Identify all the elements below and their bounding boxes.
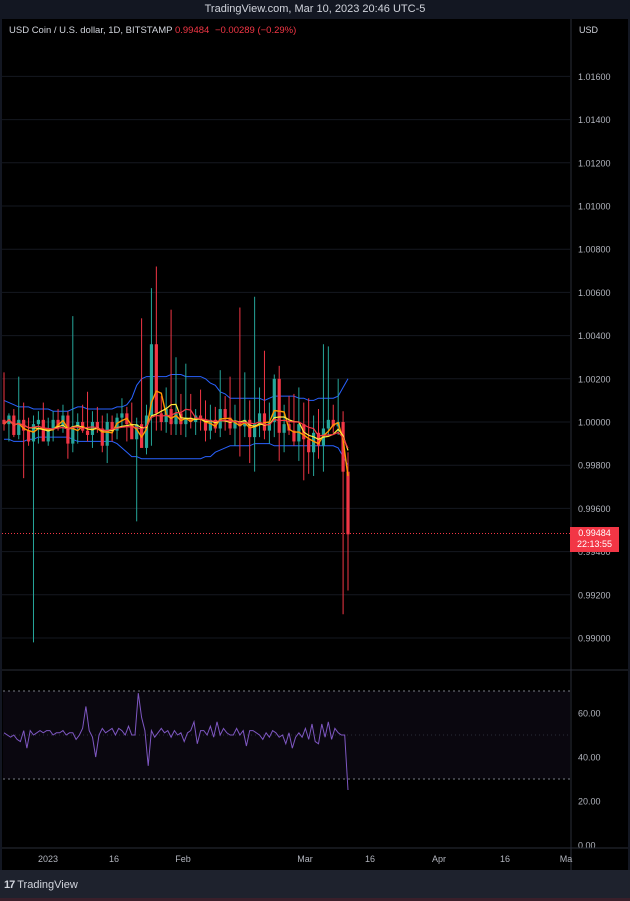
candle-body [203, 419, 208, 431]
candle-body [105, 422, 109, 446]
symbol-label: USD Coin / U.S. dollar, 1D, BITSTAMP [9, 25, 173, 36]
last-price-label: 0.99484 [174, 25, 210, 36]
moving-average-fast [3, 390, 349, 477]
bar-countdown: 22:13:55 [576, 539, 613, 549]
price-tick-label: 1.00600 [578, 288, 611, 298]
price-tick-label: 0.99000 [578, 634, 611, 644]
time-tick-label: 16 [109, 854, 119, 864]
price-tick-label: 1.00200 [578, 374, 611, 384]
candle-body [341, 422, 345, 472]
candle-body [169, 409, 173, 425]
bottom-strip [0, 898, 630, 901]
candle-body [76, 422, 80, 427]
time-tick-label: Ma [560, 854, 573, 864]
candle-body [144, 415, 149, 448]
candle-body [208, 419, 212, 431]
candle-body [95, 422, 99, 429]
candle-body [346, 471, 350, 535]
candle-body [17, 419, 21, 435]
time-tick-label: Apr [432, 854, 446, 864]
candle-body [277, 378, 281, 433]
rsi-tick-label: 40.00 [578, 753, 601, 763]
candle-body [154, 344, 158, 414]
candle-body [179, 413, 183, 425]
symbol-legend: USD Coin / U.S. dollar, 1D, BITSTAMP 0.9… [9, 25, 296, 36]
candle-body [110, 422, 114, 431]
candle-body [90, 422, 95, 435]
price-tick-label: 0.99600 [578, 504, 611, 514]
candle-body [272, 378, 276, 422]
candle-body [36, 419, 40, 425]
current-price-value: 0.99484 [578, 528, 611, 538]
tradingview-brand: TradingView [17, 879, 78, 891]
candle-body [41, 419, 45, 442]
price-tick-label: 1.01400 [578, 115, 611, 125]
candle-body [85, 430, 90, 435]
price-change-label: −0.00289 (−0.29%) [214, 25, 297, 36]
candle-body [46, 428, 50, 442]
time-tick-label: Mar [297, 854, 313, 864]
rsi-tick-label: 0.00 [578, 841, 596, 851]
moving-average-long [3, 408, 349, 449]
price-tick-label: 1.00400 [578, 331, 611, 341]
candle-body [120, 413, 124, 418]
candle-body [198, 415, 203, 420]
candle-body [312, 432, 316, 453]
currency-label: USD [579, 25, 599, 35]
candle-body [130, 424, 134, 440]
candle-body [184, 417, 188, 425]
candle-body [159, 413, 163, 422]
candle-body [189, 417, 193, 422]
candle-body [100, 428, 104, 446]
candle-body [253, 424, 257, 438]
time-tick-label: Feb [175, 854, 191, 864]
candle-body [51, 419, 55, 429]
price-tick-label: 1.00800 [578, 245, 611, 255]
price-tick-label: 1.01200 [578, 158, 611, 168]
time-tick-label: 16 [365, 854, 375, 864]
price-tick-label: 0.99200 [578, 590, 611, 600]
current-price-badge: 0.99484 22:13:55 [570, 527, 619, 552]
price-tick-label: 1.01600 [578, 72, 611, 82]
time-tick-label: 16 [500, 854, 510, 864]
candle-body [26, 430, 31, 442]
candle-body [56, 419, 60, 427]
candle-body [238, 422, 242, 427]
candle-body [326, 419, 330, 429]
candle-body [282, 424, 286, 433]
tradingview-logo[interactable]: 17 TradingView [4, 879, 78, 891]
candle-body [174, 413, 178, 425]
chart-header-title: TradingView.com, Mar 10, 2023 20:46 UTC-… [0, 0, 630, 18]
price-tick-label: 0.99400 [578, 547, 611, 557]
bollinger-lower-band [4, 436, 349, 466]
candle-body [228, 417, 232, 429]
footer-bar: 17 TradingView [0, 870, 630, 901]
rsi-tick-label: 60.00 [578, 709, 601, 719]
candle-body [257, 413, 262, 425]
price-tick-label: 1.01000 [578, 202, 611, 212]
candle-body [2, 419, 6, 425]
candle-body [213, 419, 217, 429]
time-tick-label: 2023 [38, 854, 58, 864]
tradingview-logo-icon: 17 [4, 879, 15, 891]
candle-body [267, 422, 271, 431]
candle-body [71, 426, 75, 444]
candle-body [307, 439, 311, 453]
candle-body [292, 430, 296, 442]
price-tick-label: 1.00000 [578, 418, 611, 428]
price-tick-label: 0.99800 [578, 461, 611, 471]
candle-body [149, 344, 154, 416]
rsi-tick-label: 20.00 [578, 797, 601, 807]
candle-body [135, 424, 139, 440]
rsi-line [3, 693, 349, 791]
moving-average-slow [3, 403, 349, 451]
rsi-band-fill [3, 691, 570, 779]
candle-body [233, 422, 237, 429]
candle-body [223, 409, 227, 418]
candle-body [331, 419, 335, 427]
